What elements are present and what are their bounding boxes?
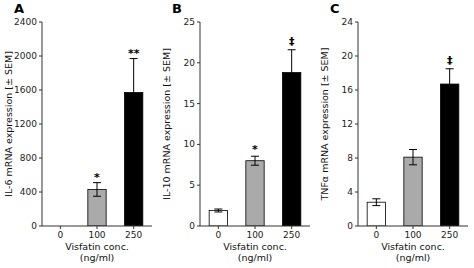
y-tick <box>355 124 358 125</box>
error-bar <box>372 199 380 206</box>
y-tick <box>197 103 200 104</box>
panel-label: A <box>14 1 24 16</box>
y-tick-label: 5 <box>189 180 195 190</box>
x-tick <box>376 226 377 229</box>
figure: 040080012001600200024000100250Visfatin c… <box>0 0 474 268</box>
y-tick-label: 1600 <box>14 85 37 95</box>
x-tick <box>133 226 134 229</box>
y-tick-label: 2400 <box>14 17 37 27</box>
plot-area <box>367 69 459 226</box>
y-tick-label: 4 <box>347 187 353 197</box>
y-tick-label: 20 <box>184 58 196 68</box>
panel: 0 400 800 1200 1600 2000 2400 0 100 250Visfatin c… <box>3 1 153 263</box>
y-tick <box>197 185 200 186</box>
x-tick-label: 100 <box>246 230 263 240</box>
y-tick-label: 15 <box>184 99 195 109</box>
x-tick <box>218 226 219 229</box>
y-tick-label: 1200 <box>14 119 37 129</box>
bar <box>367 202 385 226</box>
x-tick <box>291 226 292 229</box>
y-tick <box>197 226 200 227</box>
error-bar <box>130 59 138 127</box>
y-axis-label: TNFα mRNA expression [± SEM] <box>319 47 330 201</box>
x-tick <box>97 226 98 229</box>
y-tick <box>39 158 42 159</box>
y-axis-label: IL-6 mRNA expression [± SEM] <box>3 51 14 197</box>
y-axis-label: IL-10 mRNA expression [± SEM] <box>161 48 172 200</box>
y-tick <box>355 90 358 91</box>
x-axis-label: Visfatin conc.(ng/ml) <box>65 241 129 263</box>
error-bar <box>93 183 101 197</box>
panel-label: C <box>330 1 340 16</box>
y-axis <box>200 22 201 226</box>
y-tick <box>39 124 42 125</box>
y-tick-label: 16 <box>342 85 354 95</box>
y-tick <box>39 22 42 23</box>
y-tick <box>39 90 42 91</box>
panel: 05101520250100250Visfatin conc.(ng/ml)IL… <box>161 1 311 263</box>
y-tick-label: 24 <box>342 17 354 27</box>
significance-label: ** <box>128 47 140 60</box>
significance-label: ‡ <box>289 35 295 48</box>
y-tick-label: 10 <box>184 139 196 149</box>
y-tick <box>197 144 200 145</box>
y-tick-label: 0 <box>347 221 353 231</box>
x-tick <box>60 226 61 229</box>
y-tick <box>355 22 358 23</box>
y-tick-label: 8 <box>347 153 353 163</box>
y-tick <box>355 56 358 57</box>
y-tick-label: 400 <box>20 187 37 197</box>
x-tick-label: 0 <box>373 230 379 240</box>
panel-label: B <box>172 1 182 16</box>
y-tick-label: 25 <box>184 17 195 27</box>
x-tick-label: 100 <box>404 230 421 240</box>
y-tick <box>197 62 200 63</box>
bar <box>283 73 301 226</box>
y-tick-label: 0 <box>31 221 37 231</box>
y-tick <box>39 192 42 193</box>
error-bar <box>409 150 417 165</box>
y-tick <box>355 192 358 193</box>
panel: 0 4 8 12 16 20 24 0 100 250Visfatin conc.(ng/ml) T… <box>319 1 469 263</box>
significance-label: * <box>94 171 100 184</box>
significance-label: * <box>252 143 258 156</box>
y-tick-label: 2000 <box>14 51 37 61</box>
y-tick <box>39 226 42 227</box>
x-axis-label: Visfatin conc.(ng/ml) <box>223 241 287 263</box>
x-tick-label: 250 <box>441 230 458 240</box>
x-tick <box>413 226 414 229</box>
x-tick-label: 0 <box>57 230 63 240</box>
x-tick-label: 100 <box>88 230 105 240</box>
x-tick <box>449 226 450 229</box>
y-tick <box>39 56 42 57</box>
error-bar <box>251 156 259 165</box>
x-tick-label: 0 <box>215 230 221 240</box>
x-tick-label: 250 <box>283 230 300 240</box>
plot-area <box>88 59 143 226</box>
bar <box>246 161 264 226</box>
x-axis-label: Visfatin conc.(ng/ml) <box>381 241 445 263</box>
bar <box>209 210 227 226</box>
y-tick-label: 0 <box>189 221 195 231</box>
y-tick-label: 12 <box>342 119 353 129</box>
significance-label: ‡ <box>447 54 453 67</box>
y-tick <box>355 158 358 159</box>
y-tick-label: 800 <box>20 153 37 163</box>
bar <box>441 84 459 226</box>
x-tick-label: 250 <box>125 230 142 240</box>
plot-area <box>209 50 301 226</box>
error-bar <box>446 69 454 100</box>
x-tick <box>255 226 256 229</box>
error-bar <box>288 50 296 96</box>
error-bar <box>214 209 222 212</box>
y-tick-label: 20 <box>342 51 354 61</box>
bar <box>404 157 422 226</box>
y-tick <box>197 22 200 23</box>
y-tick <box>355 226 358 227</box>
